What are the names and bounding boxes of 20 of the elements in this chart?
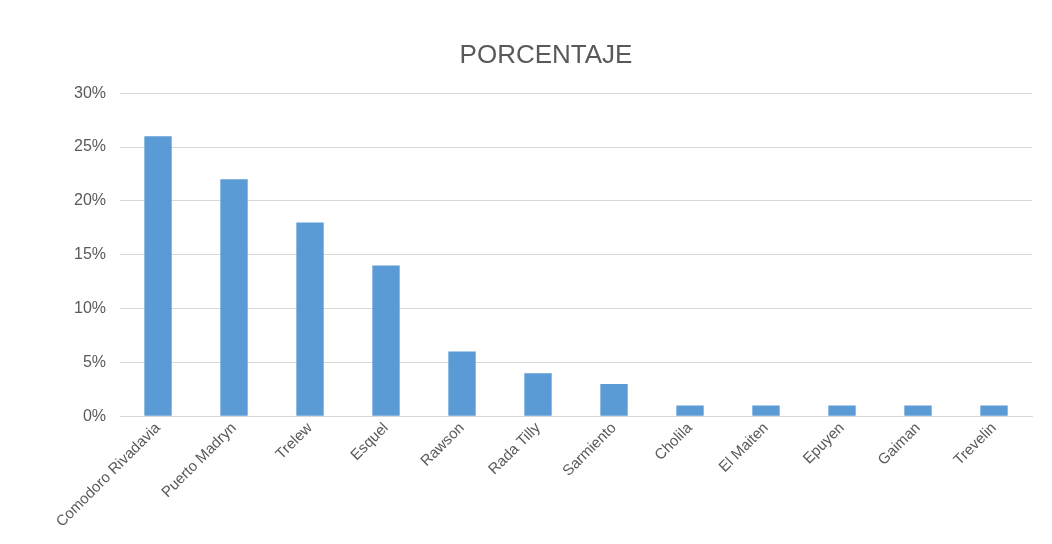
y-tick-label: 20%: [73, 191, 107, 209]
y-tick-label: 0%: [82, 406, 107, 424]
bar: [904, 405, 932, 416]
bar: [980, 405, 1008, 416]
bar: [220, 179, 248, 416]
bar: [828, 405, 856, 416]
chart-title: PORCENTAJE: [459, 38, 633, 69]
bar: [524, 373, 552, 416]
bar: [752, 405, 780, 416]
bar: [676, 405, 704, 416]
bar: [448, 351, 476, 416]
bar: [372, 265, 400, 416]
bar: [296, 222, 324, 416]
bar: [600, 383, 628, 416]
bar: [144, 136, 172, 416]
y-tick-label: 10%: [73, 298, 107, 316]
y-tick-label: 30%: [73, 83, 107, 101]
y-tick-label: 15%: [73, 245, 107, 263]
y-tick-label: 5%: [82, 352, 107, 370]
y-tick-label: 25%: [73, 137, 107, 155]
